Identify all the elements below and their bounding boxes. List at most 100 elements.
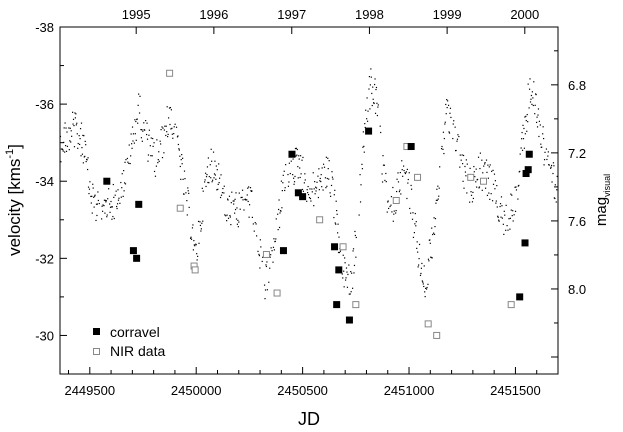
visual-point	[528, 88, 531, 90]
visual-point	[403, 165, 405, 167]
visual-point	[506, 224, 508, 227]
visual-point	[235, 192, 237, 194]
visual-point	[335, 223, 337, 225]
visual-point	[433, 233, 436, 235]
visual-point	[541, 146, 543, 148]
visual-point	[443, 137, 445, 140]
visual-point	[552, 162, 555, 164]
visual-point	[372, 98, 374, 100]
visual-point	[484, 187, 487, 189]
corravel-point	[294, 189, 302, 197]
visual-point	[350, 271, 352, 273]
visual-point	[491, 170, 493, 172]
visual-point	[250, 190, 252, 192]
visual-point	[339, 250, 342, 252]
x-tick-label: 2450000	[171, 383, 222, 398]
visual-point	[292, 158, 294, 160]
visual-point	[399, 171, 401, 174]
corravel-point	[516, 293, 524, 301]
visual-point	[320, 174, 322, 176]
visual-point	[279, 212, 281, 214]
visual-point	[512, 220, 514, 222]
visual-point	[164, 125, 166, 127]
visual-point	[240, 196, 242, 199]
visual-point	[429, 239, 431, 241]
visual-point	[403, 169, 405, 172]
visual-point	[536, 116, 538, 118]
visual-point	[259, 267, 261, 269]
visual-point	[435, 199, 437, 201]
visual-point	[105, 200, 107, 202]
visual-point	[84, 140, 86, 143]
visual-point	[247, 187, 249, 189]
visual-point	[535, 94, 537, 96]
visual-point	[190, 238, 193, 240]
visual-point	[184, 178, 186, 180]
visual-point	[444, 123, 446, 125]
visual-point	[534, 104, 536, 106]
visual-point	[88, 192, 90, 195]
visual-point	[341, 273, 343, 275]
visual-point	[412, 236, 415, 239]
visual-point	[293, 181, 296, 183]
visual-point	[231, 191, 233, 193]
nir-points-layer	[166, 69, 515, 339]
visual-point	[89, 181, 91, 183]
visual-point	[529, 78, 531, 80]
visual-point	[489, 198, 491, 200]
visual-point	[170, 109, 172, 111]
visual-point	[131, 147, 133, 149]
visual-point	[317, 175, 319, 177]
visual-point	[101, 210, 104, 212]
visual-point	[282, 174, 284, 176]
visual-point	[294, 175, 296, 178]
corravel-point	[135, 200, 143, 208]
visual-point	[195, 244, 197, 246]
visual-point	[253, 230, 255, 232]
visual-point	[441, 145, 443, 148]
visual-point	[337, 251, 340, 254]
visual-point	[199, 224, 202, 227]
visual-point	[421, 280, 423, 282]
visual-point	[497, 215, 499, 217]
visual-point	[121, 187, 123, 189]
visual-point	[186, 214, 188, 216]
visual-point	[272, 261, 274, 263]
visual-point	[427, 258, 430, 260]
visual-point	[366, 120, 369, 122]
visual-point	[462, 163, 464, 165]
visual-point	[522, 124, 524, 126]
visual-point	[75, 124, 77, 126]
visual-point	[487, 177, 489, 179]
visual-point	[272, 246, 275, 248]
visual-point	[362, 146, 364, 148]
visual-point	[79, 143, 81, 146]
visual-point	[366, 97, 368, 99]
visual-point	[530, 94, 533, 97]
visual-point	[306, 200, 308, 202]
visual-point	[108, 188, 110, 190]
visual-point	[185, 192, 187, 194]
corravel-point	[524, 166, 532, 174]
visual-point	[119, 202, 121, 204]
visual-point	[344, 279, 347, 281]
visual-point	[131, 126, 134, 128]
visual-point	[82, 162, 84, 164]
visual-point	[277, 229, 279, 231]
visual-point	[462, 154, 465, 157]
visual-point	[177, 135, 179, 137]
visual-point	[86, 168, 89, 171]
visual-point	[358, 214, 360, 216]
visual-point	[428, 260, 430, 262]
visual-point	[416, 241, 418, 243]
visual-point	[310, 200, 312, 202]
visual-point	[150, 137, 152, 139]
visual-point	[292, 177, 295, 179]
visual-point	[452, 123, 454, 125]
visual-point	[376, 114, 379, 117]
visual-point	[469, 201, 471, 203]
visual-point	[102, 204, 104, 206]
visual-point	[192, 249, 194, 251]
visual-point	[328, 178, 330, 180]
visual-point	[369, 84, 371, 86]
